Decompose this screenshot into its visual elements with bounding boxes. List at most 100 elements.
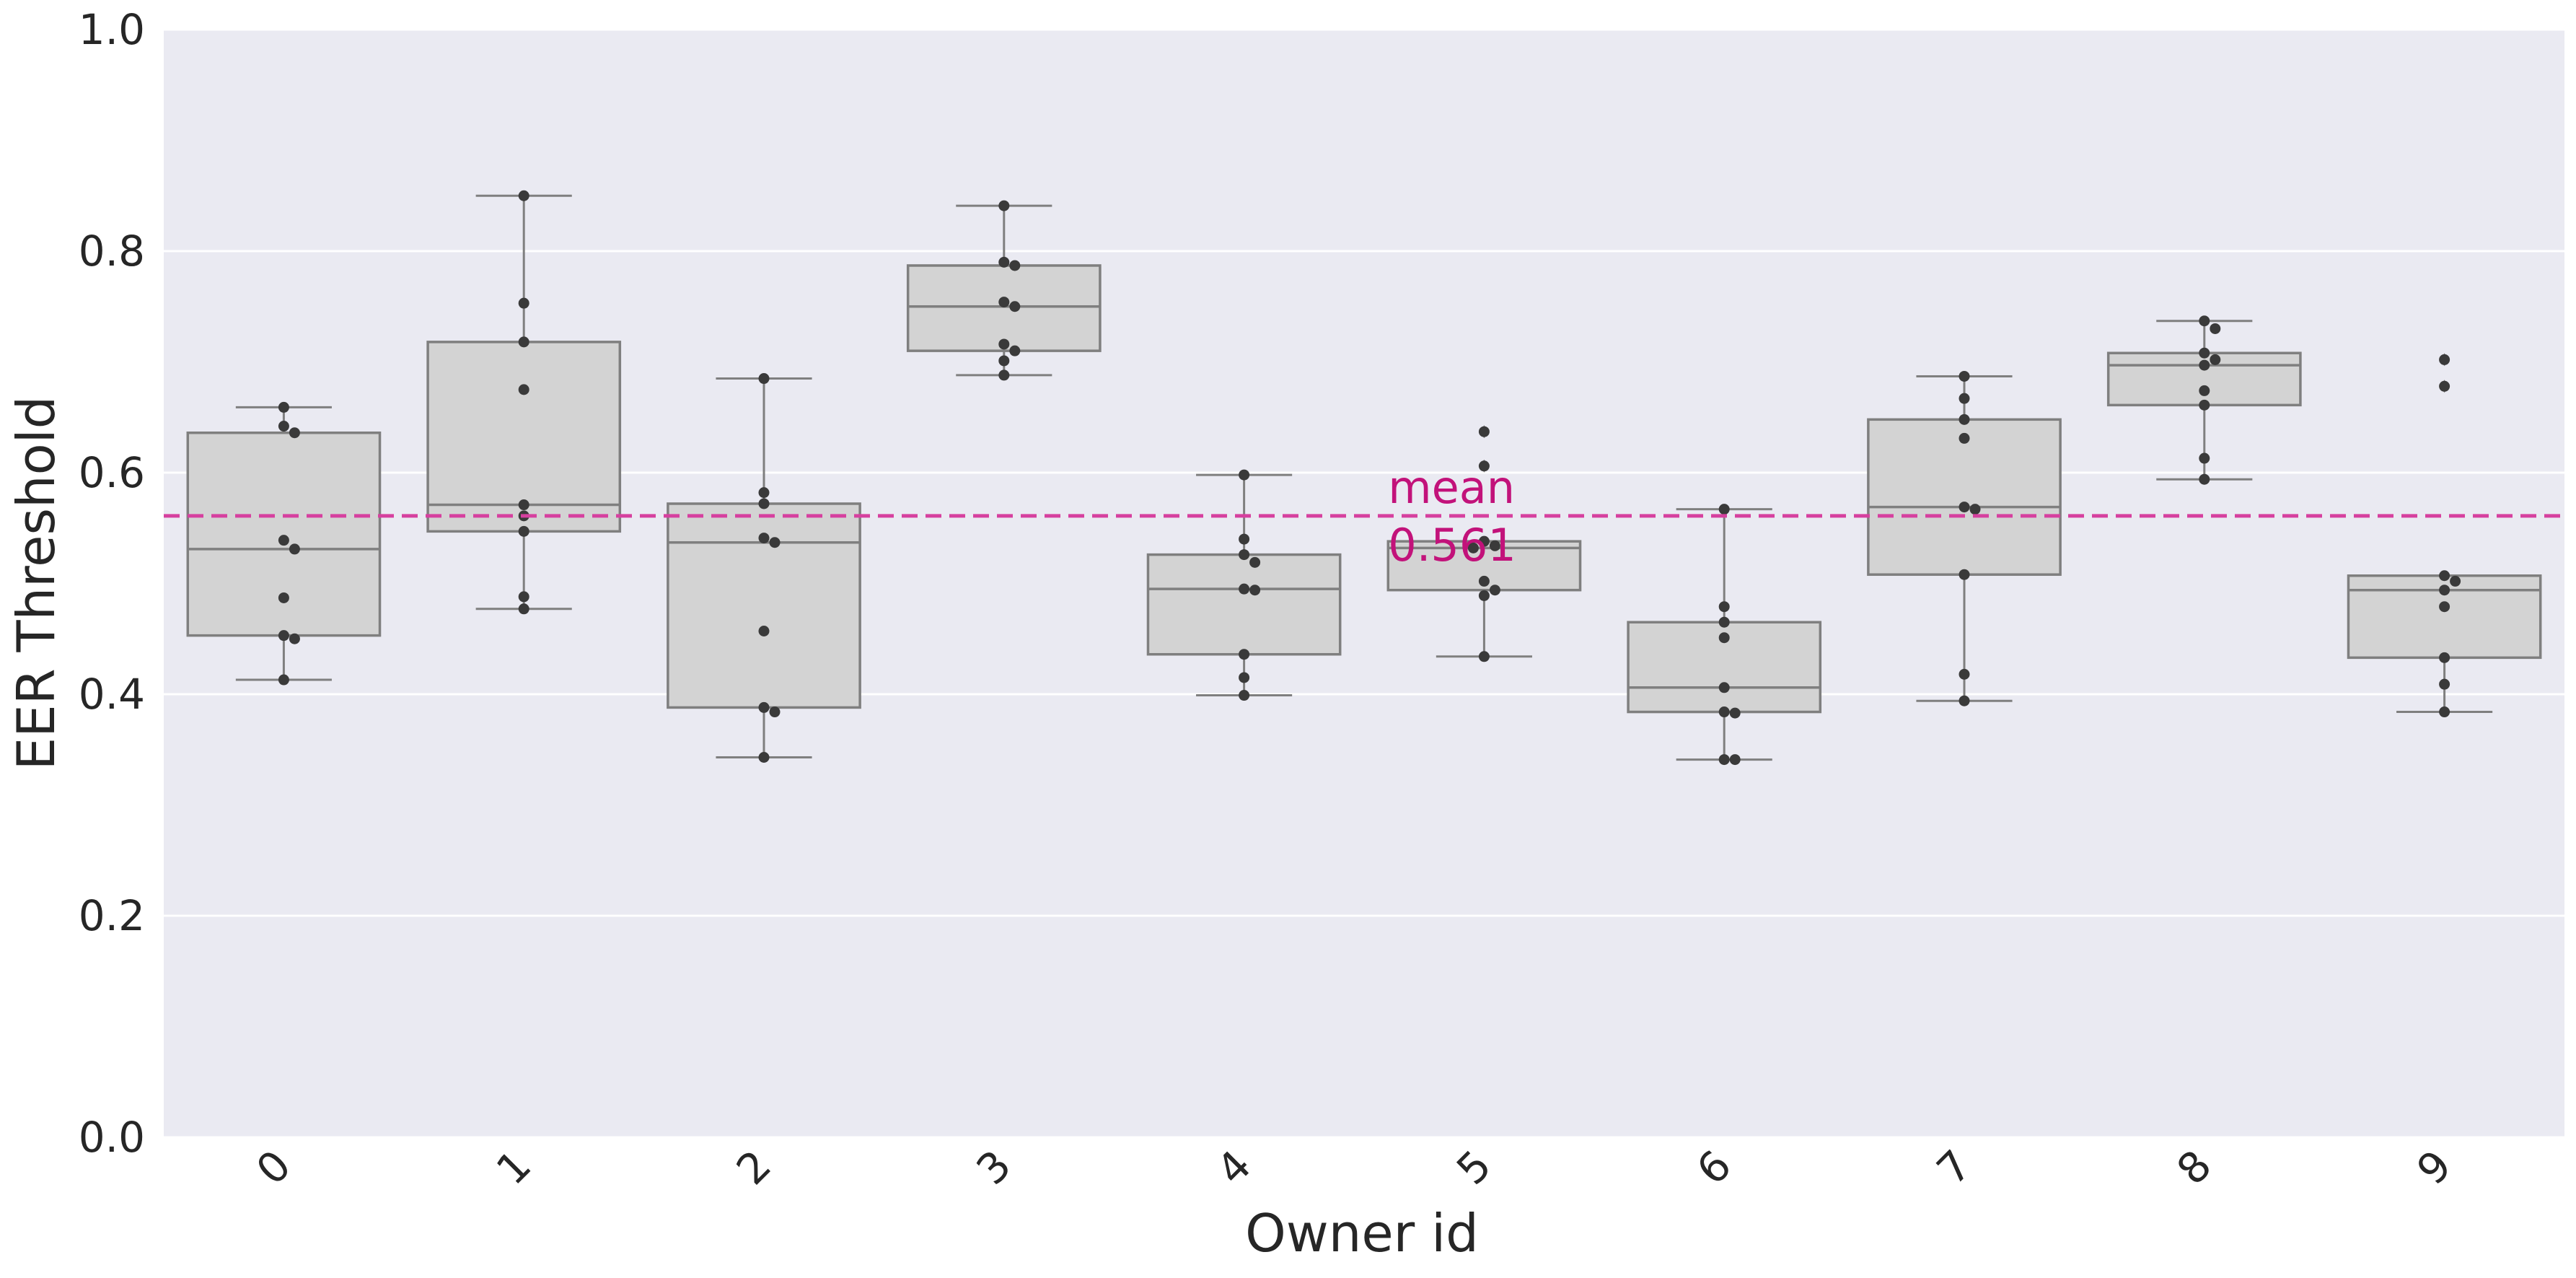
data-point [758,487,770,499]
data-point [998,200,1010,211]
data-point [518,499,529,511]
data-point [1959,370,1970,382]
x-tick-label: 7 [1927,1141,1981,1194]
mean-value-label: 0.561 [1388,519,1516,572]
data-point [1239,469,1250,481]
data-point [1489,585,1500,596]
x-tick-label: 9 [2407,1141,2461,1194]
data-point [2439,706,2450,718]
data-point [1959,569,1970,580]
data-point [2450,575,2461,587]
data-point [2439,585,2450,596]
mean-label: mean [1388,461,1515,514]
y-tick-label: 0.6 [79,448,145,497]
data-point [1478,651,1490,662]
data-point [2210,354,2221,365]
box [1146,553,1342,656]
data-point [2439,601,2450,613]
data-point [1718,632,1730,644]
data-point [2199,399,2210,411]
data-point [758,751,770,763]
data-point [1729,707,1741,719]
x-tick-label: 3 [967,1141,1021,1194]
data-point [1009,260,1021,271]
data-point [278,401,289,413]
data-point [1718,682,1730,693]
data-point [278,421,289,432]
data-point [758,533,770,544]
y-axis-label: EER Threshold [6,396,66,771]
data-point [1249,556,1261,568]
data-point [518,297,529,309]
data-point [1478,426,1490,437]
x-tick-label: 0 [247,1141,300,1194]
data-point [1239,690,1250,701]
data-point [1009,345,1021,356]
data-point [1489,540,1500,551]
data-point [998,338,1010,350]
data-point [2199,452,2210,464]
data-point [1239,549,1250,561]
data-point [2199,315,2210,327]
box [186,431,382,637]
data-point [1959,413,1970,425]
data-point [2439,652,2450,663]
boxes [186,194,2542,761]
data-point [278,674,289,686]
data-point [2439,570,2450,582]
y-tick-label: 1.0 [79,5,145,54]
data-point [1239,672,1250,683]
data-point [1239,649,1250,660]
data-point [518,336,529,348]
mean-indicator: mean 0.561 [164,461,2564,572]
data-point [278,592,289,603]
data-point [2210,323,2221,334]
plot-area [164,30,2564,1137]
data-point [518,190,529,201]
data-point [2439,678,2450,690]
box [906,264,1102,352]
data-point [1249,585,1261,596]
x-tick-label: 1 [487,1141,540,1194]
data-point [518,603,529,615]
data-point [518,384,529,395]
data-point [289,543,300,555]
data-point [2199,347,2210,359]
data-point [278,535,289,546]
data-point [2439,380,2450,392]
y-tick-label: 0.4 [79,670,145,719]
x-tick-label: 2 [727,1141,781,1194]
data-point [1478,575,1490,587]
data-point [998,256,1010,268]
data-point [278,630,289,642]
data-point [1959,502,1970,513]
data-point [518,591,529,603]
y-axis-ticks: 0.0 0.2 0.4 0.6 0.8 1.0 [79,5,145,1162]
data-point [769,537,781,548]
data-point [758,373,770,385]
data-point [998,369,1010,381]
y-tick-label: 0.8 [79,227,145,276]
x-tick-label: 6 [1687,1141,1741,1194]
data-point [1239,533,1250,545]
data-point [289,633,300,644]
y-tick-label: 0.2 [79,891,145,940]
data-point [1959,695,1970,706]
data-point [1959,393,1970,404]
x-tick-label: 8 [2168,1141,2221,1194]
data-point [2199,473,2210,485]
x-tick-label: 4 [1207,1141,1260,1194]
data-point [1009,301,1021,312]
data-point [1718,504,1730,515]
data-point [769,706,781,718]
data-point [1478,460,1490,472]
data-point [758,701,770,713]
data-point [1718,706,1730,718]
data-point [2199,385,2210,396]
data-point [758,626,770,637]
data-points [278,190,2461,766]
data-point [1718,616,1730,628]
data-point [1239,583,1250,595]
data-point [998,297,1010,308]
data-point [1478,590,1490,601]
